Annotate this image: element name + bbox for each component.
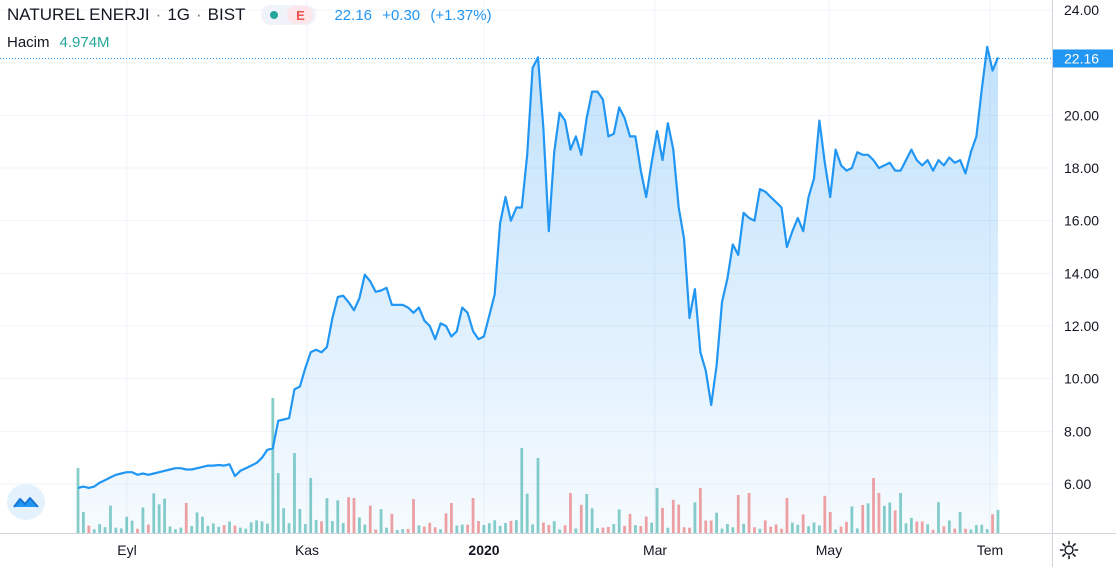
price-area-fill (78, 46, 998, 534)
y-tick-label: 8.00 (1064, 423, 1091, 439)
earnings-badge[interactable]: E (287, 6, 314, 24)
x-tick-label: Kas (295, 542, 319, 558)
status-pill[interactable]: E (261, 5, 317, 25)
y-tick-label: 12.00 (1064, 318, 1099, 334)
separator-dot: · (155, 5, 162, 24)
y-tick-label: 16.00 (1064, 213, 1099, 229)
volume-value: 4.974M (59, 34, 110, 51)
y-tick-label: 14.00 (1064, 265, 1099, 281)
symbol-name[interactable]: NATUREL ENERJI (7, 5, 150, 24)
last-price-tag-text: 22.16 (1064, 50, 1099, 66)
symbol-header: NATUREL ENERJI · 1G · BIST E 22.16 +0.30… (7, 4, 492, 26)
y-tick-label: 20.00 (1064, 107, 1099, 123)
y-tick-label: 6.00 (1064, 476, 1091, 492)
last-price: 22.16 (334, 6, 373, 24)
y-tick-label: 24.00 (1064, 2, 1099, 18)
last-price-tag (1053, 49, 1113, 68)
x-tick-label: Mar (643, 542, 667, 558)
volume-label[interactable]: Hacim (7, 34, 50, 51)
x-tick-label: Eyl (117, 542, 136, 558)
separator-dot: · (196, 5, 202, 24)
interval-label[interactable]: 1G (167, 5, 190, 24)
x-tick-label: Tem (977, 542, 1003, 558)
price-change-pct: (+1.37%) (430, 6, 492, 24)
quote-values: 22.16 +0.30 (+1.37%) (334, 7, 491, 24)
y-tick-label: 10.00 (1064, 371, 1099, 387)
x-tick-label: 2020 (468, 542, 499, 558)
gear-icon[interactable] (1059, 540, 1079, 560)
market-open-dot-icon (270, 11, 279, 19)
exchange-label: BIST (207, 5, 246, 24)
x-tick-label: May (816, 542, 842, 558)
price-change: +0.30 (382, 6, 421, 24)
price-line[interactable] (77, 45, 1000, 489)
tradingview-logo-icon[interactable] (7, 484, 45, 520)
y-tick-label: 18.00 (1064, 160, 1099, 176)
volume-legend: Hacim 4.974M (7, 34, 110, 51)
